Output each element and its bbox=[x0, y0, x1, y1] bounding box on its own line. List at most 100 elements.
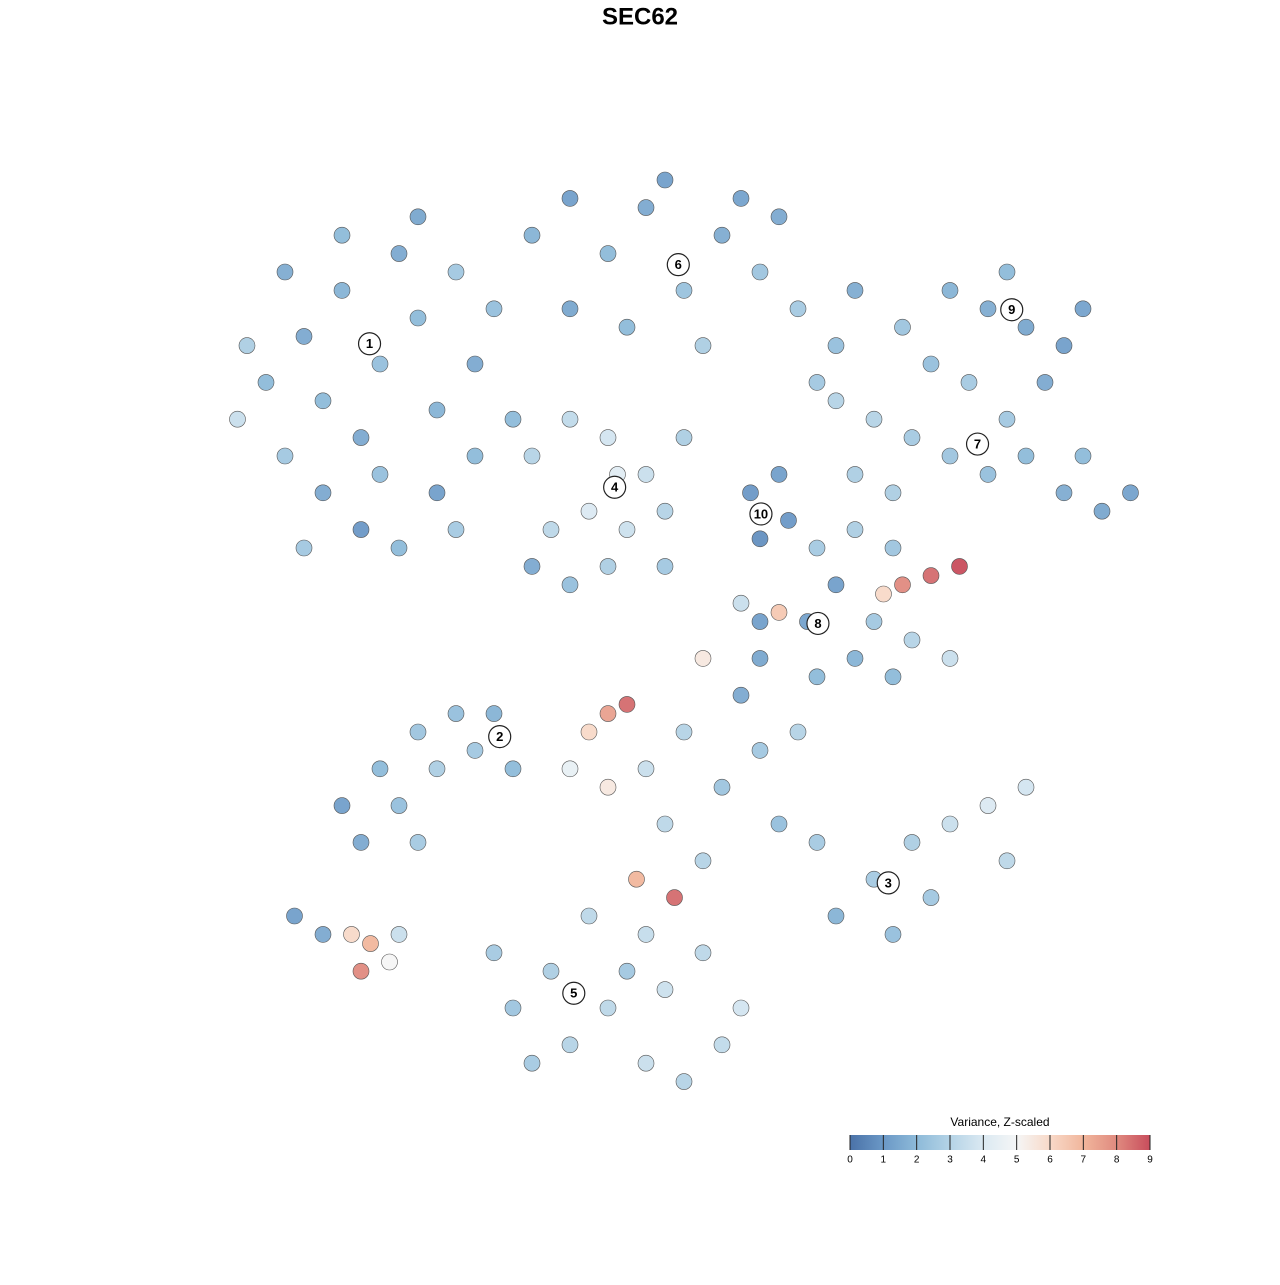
cluster-badge bbox=[488, 724, 512, 749]
point bbox=[276, 447, 294, 465]
point bbox=[951, 558, 968, 575]
point bbox=[903, 429, 921, 446]
point bbox=[742, 484, 759, 502]
point bbox=[599, 558, 617, 575]
point bbox=[998, 410, 1016, 428]
point bbox=[286, 907, 303, 925]
cluster-label: 9 bbox=[1008, 302, 1015, 317]
colorbar-tick-label: 6 bbox=[1047, 1155, 1053, 1166]
point bbox=[770, 208, 788, 226]
point bbox=[618, 318, 636, 336]
point bbox=[713, 226, 731, 244]
point bbox=[713, 1036, 731, 1054]
point bbox=[352, 962, 370, 980]
point bbox=[428, 760, 446, 778]
point bbox=[333, 282, 351, 299]
point bbox=[1093, 502, 1111, 520]
point bbox=[998, 263, 1016, 281]
point bbox=[314, 926, 332, 943]
point bbox=[770, 466, 788, 483]
cluster-badge bbox=[562, 981, 586, 1005]
point bbox=[523, 226, 541, 244]
point bbox=[561, 1036, 579, 1054]
chart-title: SEC62 bbox=[602, 3, 678, 30]
colorbar-tick-label: 5 bbox=[1014, 1155, 1020, 1166]
point bbox=[352, 834, 370, 851]
point bbox=[666, 889, 683, 906]
point bbox=[998, 852, 1016, 870]
points bbox=[229, 171, 1139, 1090]
point bbox=[1017, 318, 1035, 336]
point bbox=[979, 300, 997, 318]
point bbox=[523, 1054, 541, 1072]
point bbox=[846, 282, 864, 299]
point bbox=[827, 337, 845, 354]
point bbox=[846, 650, 864, 667]
point bbox=[561, 576, 579, 594]
cluster-badge bbox=[965, 432, 990, 456]
cluster-badge bbox=[876, 871, 900, 895]
point bbox=[561, 410, 579, 428]
point bbox=[865, 613, 883, 630]
point bbox=[409, 834, 427, 851]
point bbox=[656, 981, 674, 998]
point bbox=[1055, 337, 1073, 354]
point bbox=[618, 962, 636, 980]
cluster-badge bbox=[603, 475, 627, 499]
colorbar-tick-label: 1 bbox=[881, 1155, 887, 1166]
point bbox=[922, 355, 940, 373]
point bbox=[314, 392, 332, 410]
cluster-label: 2 bbox=[496, 729, 503, 744]
point bbox=[884, 539, 902, 557]
colorbar-tick-label: 7 bbox=[1081, 1155, 1087, 1166]
point bbox=[1055, 484, 1073, 502]
point bbox=[542, 962, 560, 980]
point bbox=[979, 797, 997, 814]
point bbox=[428, 484, 446, 502]
point bbox=[447, 263, 465, 281]
point bbox=[1017, 778, 1035, 796]
point bbox=[466, 355, 484, 373]
point bbox=[846, 466, 864, 483]
point bbox=[409, 208, 427, 226]
point bbox=[732, 190, 750, 207]
point bbox=[599, 705, 617, 722]
cluster-badge bbox=[749, 502, 773, 526]
point bbox=[808, 374, 826, 391]
point bbox=[770, 604, 788, 621]
point bbox=[694, 852, 712, 870]
point bbox=[371, 466, 389, 483]
point bbox=[846, 521, 864, 538]
point bbox=[599, 778, 617, 796]
point bbox=[561, 760, 579, 778]
colorbar-tick-label: 9 bbox=[1147, 1155, 1153, 1166]
point bbox=[618, 696, 636, 713]
point bbox=[409, 309, 427, 327]
point bbox=[675, 429, 693, 446]
point bbox=[637, 1054, 655, 1072]
point bbox=[390, 797, 408, 814]
point bbox=[390, 926, 408, 943]
point bbox=[751, 650, 769, 667]
point bbox=[941, 815, 959, 833]
point bbox=[343, 926, 360, 943]
point bbox=[694, 944, 712, 962]
point bbox=[751, 613, 769, 630]
point bbox=[618, 521, 636, 538]
cluster-badge bbox=[806, 611, 830, 636]
point bbox=[371, 760, 389, 778]
cluster-label: 5 bbox=[570, 986, 577, 1001]
point bbox=[827, 392, 845, 410]
point bbox=[922, 889, 940, 906]
point bbox=[941, 447, 959, 465]
point bbox=[808, 539, 826, 557]
point bbox=[238, 337, 256, 354]
cluster-label: 1 bbox=[366, 336, 373, 351]
point bbox=[485, 300, 503, 318]
point bbox=[1074, 300, 1092, 318]
point bbox=[447, 521, 465, 538]
point bbox=[599, 245, 617, 262]
point bbox=[333, 226, 351, 244]
point bbox=[1017, 447, 1035, 465]
point bbox=[894, 576, 911, 594]
